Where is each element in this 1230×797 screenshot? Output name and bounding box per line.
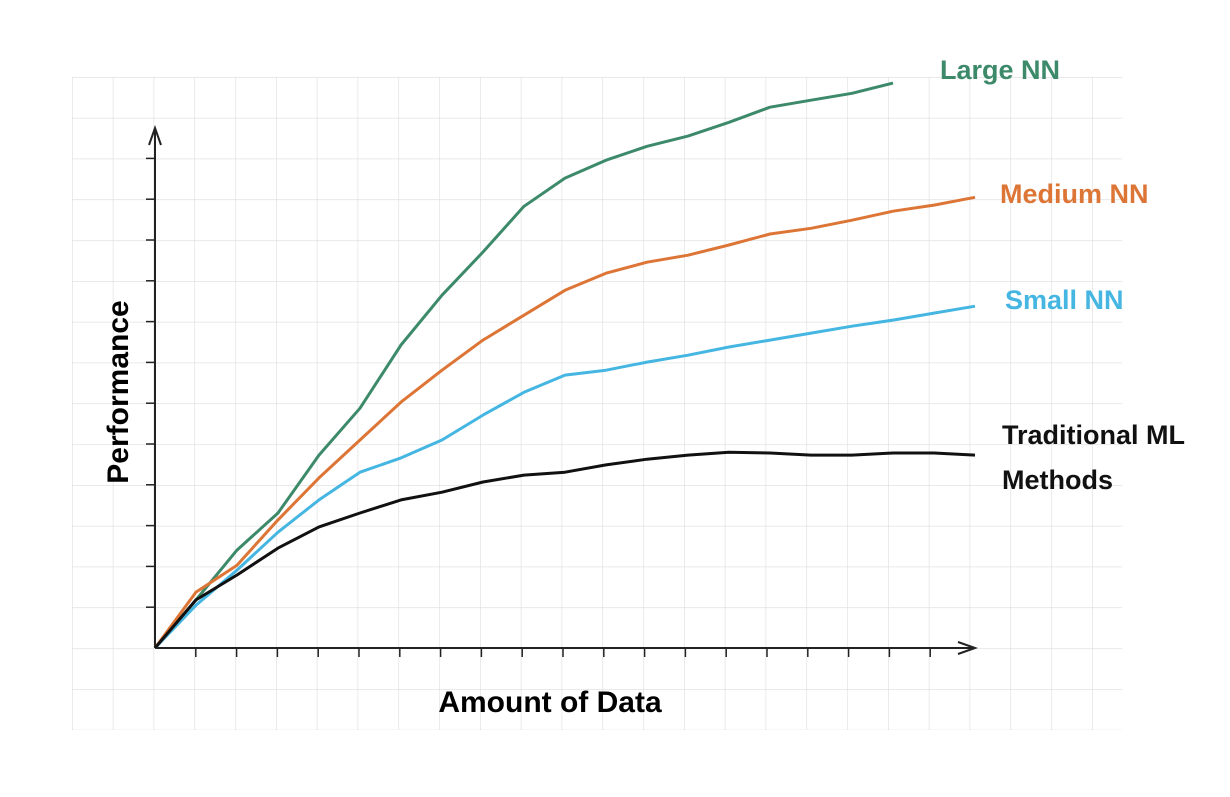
legend-label: Traditional ML Methods xyxy=(1002,420,1185,495)
legend-label: Large NN xyxy=(940,55,1061,85)
y-axis-title: Performance xyxy=(102,300,135,483)
legend-label: Medium NN xyxy=(1000,179,1149,209)
series-line xyxy=(153,81,894,649)
series-line xyxy=(153,450,976,649)
series-line xyxy=(153,195,976,649)
series-line xyxy=(153,304,976,650)
x-axis-title: Amount of Data xyxy=(438,686,662,719)
x-axis-arrow xyxy=(957,641,979,655)
legend-label: Small NN xyxy=(1005,285,1124,315)
y-axis-arrow xyxy=(148,124,162,146)
background-grid xyxy=(72,77,1122,730)
